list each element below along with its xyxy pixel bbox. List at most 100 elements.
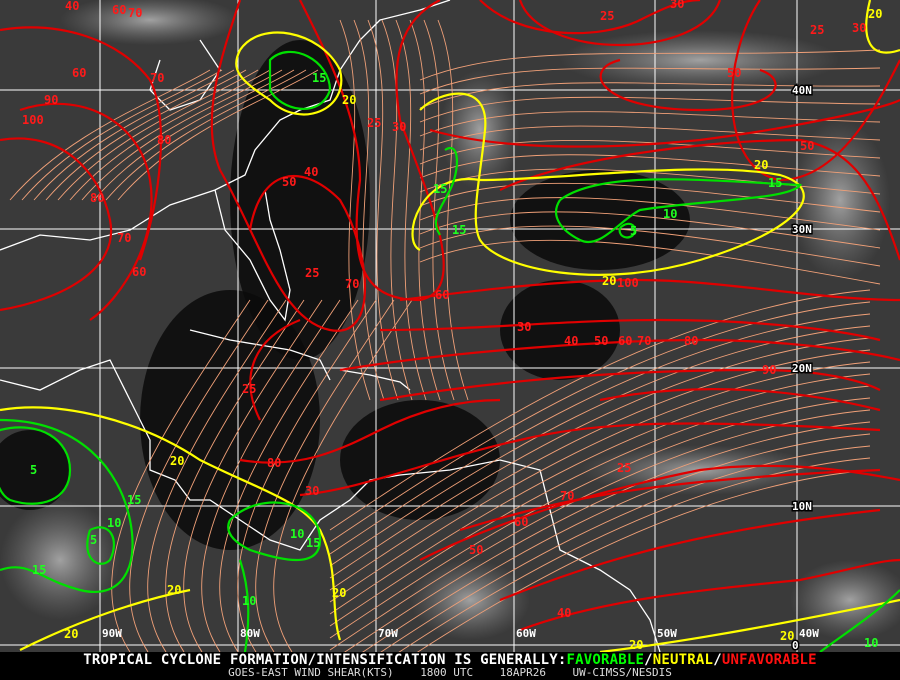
streamline <box>147 299 287 652</box>
streamline <box>419 211 881 249</box>
streamline <box>380 445 871 652</box>
contour-label-unfavorable: 30 <box>852 21 866 35</box>
contour-label-favorable: 10 <box>242 594 256 608</box>
streamline <box>105 69 307 201</box>
streamline <box>329 289 871 531</box>
contour-unfavorable <box>339 338 900 372</box>
streamline <box>398 457 871 652</box>
contour-label-unfavorable: 90 <box>44 93 58 107</box>
contour-label-unfavorable: 100 <box>22 113 44 127</box>
contour-label-unfavorable: 50 <box>282 175 296 189</box>
streamline <box>329 313 871 555</box>
contour-label-unfavorable: 80 <box>157 133 171 147</box>
contour-unfavorable <box>379 318 881 342</box>
contour-unfavorable <box>399 278 900 302</box>
contour-label-unfavorable: 25 <box>367 116 381 130</box>
contour-label-unfavorable: 60 <box>72 66 86 80</box>
contour-label-favorable: 5 <box>90 533 97 547</box>
streamline <box>381 19 413 401</box>
contour-label-unfavorable: 30 <box>670 0 684 11</box>
contour-label-unfavorable: 70 <box>117 231 131 245</box>
legend-prefix: TROPICAL CYCLONE FORMATION/INTENSIFICATI… <box>83 652 567 668</box>
contour-unfavorable <box>518 0 722 46</box>
streamline <box>329 373 871 615</box>
contour-label-unfavorable: 30 <box>305 484 319 498</box>
product-title: GOES-EAST WIND SHEAR(KTS) <box>228 666 394 679</box>
contour-label-unfavorable: 40 <box>557 606 571 620</box>
contour-unfavorable <box>0 137 113 312</box>
contour-unfavorable <box>499 508 881 602</box>
contour-favorable <box>819 589 900 652</box>
contour-neutral <box>411 92 805 276</box>
streamline <box>419 49 881 81</box>
streamline <box>329 337 871 579</box>
contour-unfavorable <box>419 464 900 561</box>
longitude-label: 90W <box>102 627 122 640</box>
longitude-label: 40W <box>799 627 819 640</box>
contour-label-unfavorable: 80 <box>267 456 281 470</box>
contour-neutral <box>865 0 900 54</box>
contour-label-neutral: 20 <box>868 7 882 21</box>
contour-label-favorable: 10 <box>864 636 878 650</box>
latitude-label: 20N <box>792 362 812 375</box>
contour-label-favorable: 15 <box>306 536 320 550</box>
streamline <box>21 69 223 201</box>
contour-favorable <box>554 178 802 244</box>
streamline <box>419 111 881 137</box>
streamline <box>409 19 441 401</box>
contour-favorable <box>86 526 115 565</box>
dry-region <box>230 40 370 360</box>
contour-label-unfavorable: 70 <box>637 334 651 348</box>
dry-region <box>500 280 620 380</box>
contour-unfavorable <box>299 422 881 497</box>
caption-bar: TROPICAL CYCLONE FORMATION/INTENSIFICATI… <box>0 652 900 680</box>
contour-label-unfavorable: 70 <box>150 71 164 85</box>
contour-label-neutral: 20 <box>602 274 616 288</box>
contour-favorable <box>227 501 322 561</box>
contour-label-unfavorable: 50 <box>469 543 483 557</box>
contour-label-favorable: 5 <box>30 463 37 477</box>
contour-label-unfavorable: 25 <box>242 382 256 396</box>
streamline <box>201 299 341 652</box>
legend-separator: / <box>713 652 722 668</box>
contour-label-unfavorable: 60 <box>618 334 632 348</box>
streamline <box>329 301 871 543</box>
streamline <box>419 154 881 179</box>
contour-favorable <box>0 418 134 593</box>
contour-unfavorable <box>599 388 881 412</box>
contour-label-unfavorable: 30 <box>517 320 531 334</box>
dry-region <box>140 290 320 550</box>
contour-unfavorable <box>479 0 701 35</box>
contour-label-unfavorable: 80 <box>90 191 104 205</box>
streamline <box>33 69 235 201</box>
longitude-label: 60W <box>516 627 536 640</box>
contour-unfavorable <box>210 0 366 332</box>
streamline <box>353 19 385 401</box>
streamline <box>329 349 871 591</box>
cloud-region <box>790 120 890 280</box>
longitude-label: 80W <box>240 627 260 640</box>
contour-label-neutral: 20 <box>332 586 346 600</box>
contour-unfavorable <box>429 99 900 148</box>
contour-label-neutral: 20 <box>167 583 181 597</box>
contour-label-unfavorable: 60 <box>435 288 449 302</box>
streamline <box>219 299 359 652</box>
cloud-region <box>790 560 900 640</box>
contour-label-favorable: 10 <box>663 207 677 221</box>
contour-neutral <box>19 588 191 651</box>
contour-label-neutral: 20 <box>780 629 794 643</box>
contour-label-unfavorable: 50 <box>800 139 814 153</box>
contour-label-unfavorable: 70 <box>128 6 142 20</box>
streamline <box>367 19 399 401</box>
grid-labels: 40N 30N 20N 10N 0 90W 80W 70W 60W 50W 40W <box>102 83 819 653</box>
streamline <box>419 239 881 285</box>
cloud-region <box>60 0 240 45</box>
contour-label-neutral: 20 <box>629 638 643 652</box>
streamline <box>419 197 881 231</box>
contour-unfavorable <box>499 138 900 261</box>
latitude-label: 10N <box>792 500 812 513</box>
streamline <box>329 361 871 603</box>
contour-label-favorable: 15 <box>127 493 141 507</box>
contour-label-favorable: 15 <box>433 182 447 196</box>
